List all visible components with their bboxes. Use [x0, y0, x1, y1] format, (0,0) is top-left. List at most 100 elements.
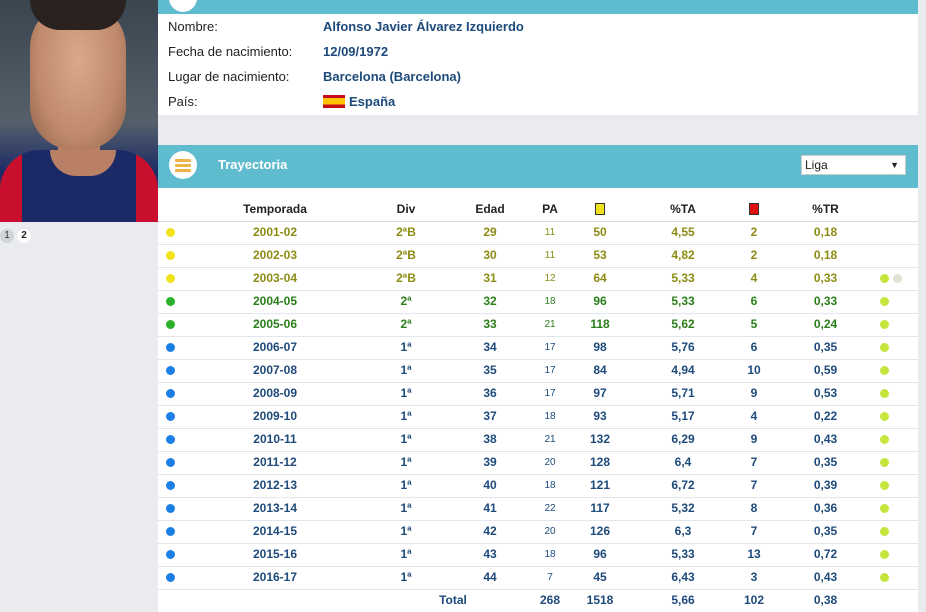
cell-div: 2ªB [396, 248, 416, 262]
division-dot-icon [166, 389, 175, 398]
cell-ptr: 0,22 [813, 409, 838, 423]
cell-tr: 9 [750, 386, 758, 400]
nombre-label: Nombre: [168, 19, 218, 34]
yellow-card-icon [595, 203, 605, 215]
cell-pta: 5,17 [671, 409, 695, 423]
cell-temporada[interactable]: 2006-07 [252, 340, 298, 354]
cell-temporada[interactable]: 2002-03 [252, 248, 298, 262]
red-card-icon [749, 203, 759, 215]
cell-ta: 45 [593, 570, 607, 584]
cell-temporada[interactable]: 2011-12 [253, 455, 297, 469]
status-dot-icon [880, 573, 889, 582]
cell-tr: 2 [750, 248, 758, 262]
col-pta: %TA [670, 202, 696, 216]
cell-pta: 5,33 [671, 547, 695, 561]
cell-ptr: 0,18 [813, 225, 838, 239]
cell-edad: 29 [483, 225, 497, 239]
cell-tr: 6 [750, 340, 758, 354]
cell-ta: 53 [593, 248, 607, 262]
cell-edad: 40 [483, 478, 497, 492]
cell-ptr: 0,53 [813, 386, 838, 400]
status-dot-icon [880, 389, 889, 398]
cell-div: 1ª [400, 501, 412, 515]
total-ptr: 0,38 [813, 593, 838, 607]
cell-edad: 32 [483, 294, 497, 308]
cell-edad: 39 [483, 455, 497, 469]
cell-pta: 6,72 [671, 478, 695, 492]
cell-div: 1ª [400, 570, 412, 584]
cell-tr: 7 [750, 455, 758, 469]
cell-edad: 36 [483, 386, 497, 400]
nombre-value: Alfonso Javier Álvarez Izquierdo [323, 19, 524, 34]
cell-temporada[interactable]: 2004-05 [252, 294, 298, 308]
table-row: 2015-16 1ª 43 18 96 5,33 13 0,72 [158, 543, 918, 567]
table-row: 2013-14 1ª 41 22 117 5,32 8 0,36 [158, 497, 918, 521]
status-dot-icon [880, 366, 889, 375]
table-row: 2008-09 1ª 36 17 97 5,71 9 0,53 [158, 382, 918, 406]
table-row: 2006-07 1ª 34 17 98 5,76 6 0,35 [158, 336, 918, 360]
cell-tr: 3 [750, 570, 758, 584]
cell-temporada[interactable]: 2009-10 [252, 409, 298, 423]
cell-pa: 22 [544, 503, 556, 514]
cell-ptr: 0,72 [813, 547, 838, 561]
division-dot-icon [166, 297, 175, 306]
col-temporada: Temporada [243, 202, 307, 216]
cell-edad: 42 [483, 524, 497, 538]
status-dot-icon [893, 274, 902, 283]
cell-pa: 18 [544, 411, 556, 422]
cell-edad: 37 [483, 409, 497, 423]
cell-temporada[interactable]: 2015-16 [252, 547, 298, 561]
cell-temporada[interactable]: 2008-09 [252, 386, 298, 400]
division-dot-icon [166, 274, 175, 283]
competition-select[interactable]: Liga ▼ [801, 155, 906, 175]
division-dot-icon [166, 550, 175, 559]
cell-tr: 9 [750, 432, 758, 446]
cell-temporada[interactable]: 2007-08 [252, 363, 298, 377]
cell-edad: 41 [483, 501, 497, 515]
status-dot-icon [880, 550, 889, 559]
cell-ta: 98 [593, 340, 607, 354]
cell-ta: 126 [589, 524, 611, 538]
cell-pa: 7 [547, 572, 553, 583]
division-dot-icon [166, 573, 175, 582]
cell-ptr: 0,33 [813, 271, 838, 285]
cell-ptr: 0,24 [813, 317, 838, 331]
cell-temporada[interactable]: 2005-06 [252, 317, 298, 331]
cell-pa: 18 [544, 549, 556, 560]
trayectoria-title: Trayectoria [218, 157, 288, 172]
cell-ptr: 0,33 [813, 294, 838, 308]
fecha-value: 12/09/1972 [323, 44, 389, 59]
cell-temporada[interactable]: 2003-04 [252, 271, 298, 285]
cell-div: 2ª [400, 294, 412, 308]
pager-page-1[interactable]: 1 [0, 229, 14, 243]
cell-temporada[interactable]: 2010-11 [253, 432, 297, 446]
division-dot-icon [166, 435, 175, 444]
cell-ta: 64 [593, 271, 607, 285]
competition-select-value: Liga [805, 158, 828, 172]
cell-pa: 11 [544, 227, 556, 238]
info-header-icon [169, 0, 197, 12]
table-row: 2010-11 1ª 38 21 132 6,29 9 0,43 [158, 428, 918, 452]
cell-pta: 5,76 [671, 340, 695, 354]
cell-temporada[interactable]: 2012-13 [252, 478, 298, 492]
cell-temporada[interactable]: 2013-14 [252, 501, 298, 515]
total-tr: 102 [743, 593, 765, 607]
cell-pa: 21 [544, 434, 556, 445]
table-row: 2014-15 1ª 42 20 126 6,3 7 0,35 [158, 520, 918, 544]
cell-ta: 132 [589, 432, 611, 446]
cell-tr: 2 [750, 225, 758, 239]
cell-ta: 97 [593, 386, 607, 400]
cell-temporada[interactable]: 2001-02 [252, 225, 298, 239]
table-header: Temporada Div Edad PA %TA %TR [158, 196, 918, 222]
pais-label: País: [168, 94, 198, 109]
cell-pa: 17 [544, 342, 556, 353]
pais-value-wrap: España [323, 92, 395, 112]
pager-page-2[interactable]: 2 [17, 229, 31, 243]
cell-edad: 30 [483, 248, 497, 262]
trayectoria-header: Trayectoria Liga ▼ [158, 145, 918, 188]
cell-temporada[interactable]: 2016-17 [252, 570, 298, 584]
info-header-bar [158, 0, 918, 14]
cell-temporada[interactable]: 2014-15 [252, 524, 298, 538]
cell-div: 2ª [400, 317, 412, 331]
table-row: 2001-02 2ªB 29 11 50 4,55 2 0,18 [158, 221, 918, 245]
